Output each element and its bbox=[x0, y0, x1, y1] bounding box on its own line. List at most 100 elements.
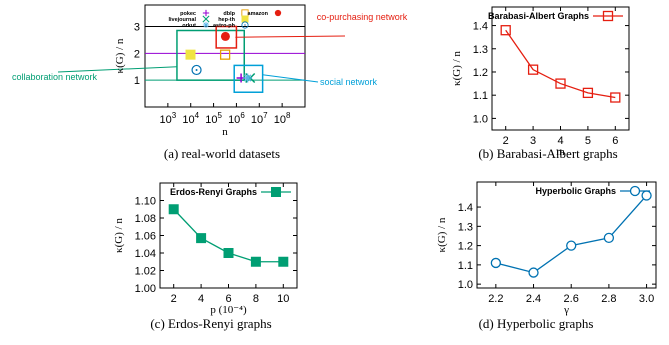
data-point bbox=[527, 64, 539, 75]
data-point bbox=[500, 25, 511, 36]
collaboration-box bbox=[176, 29, 246, 81]
legend-label: Hyperbolic Graphs bbox=[535, 186, 616, 196]
y-tick-label: 2 bbox=[134, 48, 140, 60]
legend-marker-group bbox=[202, 9, 210, 17]
annotation-arrow bbox=[57, 66, 177, 73]
y-tick-label: 1.4 bbox=[458, 202, 473, 214]
legend-label: amazon bbox=[248, 11, 269, 17]
data-point-dblp bbox=[219, 49, 231, 60]
legend-marker bbox=[202, 21, 210, 29]
data-point bbox=[641, 190, 652, 201]
y-tick-label: 1.3 bbox=[473, 44, 488, 56]
y-tick-label: 1.06 bbox=[135, 231, 156, 243]
y-tick-label: 3 bbox=[134, 21, 140, 33]
y-tick-label: 1 bbox=[134, 75, 140, 87]
x-tick-label: 108 bbox=[274, 111, 291, 126]
legend-label: hep-th bbox=[218, 17, 235, 23]
x-axis-label: p (10⁻⁴) bbox=[210, 304, 247, 316]
legend-label: pokec bbox=[180, 11, 196, 17]
y-tick-label: 1.02 bbox=[135, 266, 156, 278]
x-tick-label: 106 bbox=[228, 111, 245, 126]
annotation-social: social network bbox=[320, 77, 378, 87]
x-tick-label: 2.8 bbox=[601, 293, 616, 305]
data-point bbox=[278, 256, 289, 267]
y-tick-label: 1.2 bbox=[458, 241, 473, 253]
data-point bbox=[603, 232, 615, 244]
legend-marker bbox=[274, 9, 282, 17]
data-point bbox=[250, 256, 261, 267]
x-tick-label: 2 bbox=[171, 293, 177, 305]
panel-d: 1.0 1.1 1.2 1.3 1.4 2.2 2.4 2.6 2.8 3.0 Hyperbolic… bbox=[436, 181, 657, 331]
legend-marker bbox=[629, 185, 641, 197]
y-tick-label: 1.4 bbox=[473, 21, 488, 33]
legend-label: livejournal bbox=[168, 17, 196, 23]
x-tick-label: 107 bbox=[251, 111, 268, 126]
annotation-collaboration: collaboration network bbox=[12, 72, 98, 82]
annotation-arrow bbox=[235, 35, 346, 38]
plot-frame bbox=[159, 182, 298, 289]
legend-marker bbox=[202, 15, 210, 23]
data-point bbox=[528, 267, 539, 278]
x-tick-label: 2.2 bbox=[488, 293, 503, 305]
data-point bbox=[610, 92, 621, 103]
caption: (c) Erdos-Renyi graphs bbox=[150, 316, 271, 331]
x-tick-label: 105 bbox=[205, 111, 222, 126]
y-tick-label: 1.10 bbox=[135, 196, 156, 208]
x-tick-label: 8 bbox=[253, 293, 259, 305]
series-line bbox=[505, 29, 616, 99]
caption: (a) real-world datasets bbox=[164, 146, 280, 161]
y-tick-label: 1.3 bbox=[458, 221, 473, 233]
y-tick-label: 1.2 bbox=[473, 67, 488, 79]
legend-marker bbox=[202, 9, 210, 17]
y-tick-label: 1.08 bbox=[135, 213, 156, 225]
x-tick-label: 4 bbox=[557, 135, 563, 147]
caption: (b) Barabasi-Albert graphs bbox=[478, 146, 617, 161]
y-tick-label: 1.1 bbox=[473, 90, 488, 102]
y-tick-label: 1.00 bbox=[135, 283, 156, 295]
legend-marker bbox=[271, 187, 281, 197]
y-tick-label: 1.1 bbox=[458, 260, 473, 272]
x-tick-label: 5 bbox=[585, 135, 591, 147]
legend-marker bbox=[241, 21, 249, 29]
legend-label: dblp bbox=[223, 11, 235, 17]
x-tick-label: 103 bbox=[160, 111, 177, 126]
y-tick-label: 1.0 bbox=[458, 279, 473, 291]
series-line bbox=[495, 195, 648, 274]
x-tick-label: 10 bbox=[277, 293, 289, 305]
annotation-arrow bbox=[262, 74, 319, 83]
data-point bbox=[223, 248, 234, 258]
legend-marker-group bbox=[202, 15, 210, 23]
data-point bbox=[168, 204, 179, 215]
legend-marker-group bbox=[202, 21, 210, 29]
x-tick-label: 3 bbox=[530, 135, 536, 147]
data-point-hep-th bbox=[185, 49, 196, 60]
social-box bbox=[233, 64, 264, 93]
y-axis-label: κ(G) / n bbox=[113, 218, 125, 253]
legend-label: orkut bbox=[182, 23, 196, 29]
x-tick-label: 6 bbox=[612, 135, 618, 147]
data-point-amazon bbox=[220, 31, 230, 41]
x-tick-label: 3.0 bbox=[639, 293, 654, 305]
x-axis-label: γ bbox=[563, 304, 569, 316]
panel-b: 1.0 1.1 1.2 1.3 1.4 2 3 4 5 6 Barabasi-Albert Grap… bbox=[451, 6, 630, 161]
data-point bbox=[196, 233, 207, 244]
data-point bbox=[582, 87, 594, 99]
data-point bbox=[566, 240, 577, 251]
data-point bbox=[490, 257, 501, 269]
legend-marker-group bbox=[241, 21, 249, 29]
legend-label: Erdos-Renyi Graphs bbox=[170, 187, 257, 197]
y-axis-label: κ(G) / n bbox=[451, 51, 463, 86]
y-tick-label: 1.04 bbox=[135, 248, 156, 260]
panel-a: 1 2 3 103 104 105 106 107 108 pokeclivejournalork… bbox=[12, 4, 408, 161]
legend-label: Barabasi-Albert Graphs bbox=[488, 11, 589, 21]
data-point-astro-ph bbox=[191, 64, 202, 76]
y-axis-label: κ(G) / n bbox=[114, 38, 126, 73]
y-tick-label: 1.0 bbox=[473, 113, 488, 125]
annotation-co-purchasing: co-purchasing network bbox=[317, 12, 408, 22]
x-tick-label: 2.6 bbox=[564, 293, 579, 305]
x-tick-label: 104 bbox=[182, 111, 199, 126]
data-point-orkut bbox=[243, 73, 253, 83]
x-tick-label: 2 bbox=[503, 135, 509, 147]
caption: (d) Hyperbolic graphs bbox=[479, 316, 594, 331]
data-point bbox=[555, 78, 566, 89]
